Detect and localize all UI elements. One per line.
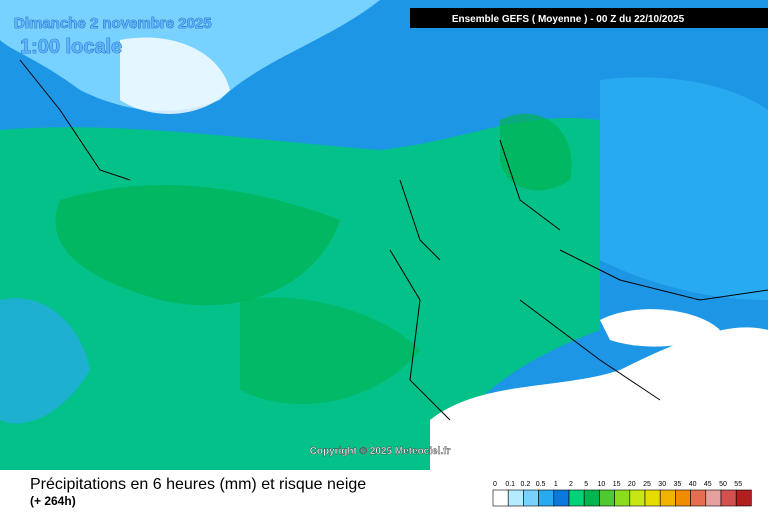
footer-title: Précipitations en 6 heures (mm) et risqu… [30,476,366,493]
model-label: Ensemble GEFS ( Moyenne ) - 00 Z du 22/1… [452,14,685,25]
legend-swatch [507,489,524,507]
legend-label: 2 [569,481,573,488]
legend-swatch [523,489,539,507]
legend-label: 10 [598,481,606,488]
legend-swatch [568,489,585,507]
legend-label: 5 [584,481,588,488]
copyright: Copyright © 2025 Meteociel.fr [310,446,451,457]
legend-swatch [659,489,676,507]
legend-swatch [629,489,646,507]
time-label: 1:00 locale [20,36,122,58]
legend-swatch [599,489,615,507]
legend-swatch [735,489,752,507]
legend: 0 0.1 0.2 0.5 1 2 5 10 15 20 25 30 35 40 45 50 55 [492,481,752,507]
legend-swatch [538,489,555,507]
model-box [410,8,768,28]
legend-label: 30 [658,481,666,488]
legend-label: 0.1 [505,481,515,488]
legend-swatch [690,489,707,507]
legend-swatch [705,489,722,507]
legend-swatch [583,489,600,507]
legend-swatch [492,489,509,507]
footer-subtitle: (+ 264h) [30,494,76,508]
legend-label: 40 [689,481,697,488]
legend-swatch [553,489,570,507]
legend-label: 1 [554,481,558,488]
legend-swatch [614,489,631,507]
legend-label: 50 [719,481,727,488]
legend-label: 55 [734,481,742,488]
date-label: Dimanche 2 novembre 2025 [14,15,212,32]
legend-label: 0.5 [536,481,546,488]
legend-swatch [675,489,691,507]
legend-label: 45 [704,481,712,488]
legend-label: 35 [674,481,682,488]
legend-swatch [720,489,737,507]
legend-label: 20 [628,481,636,488]
legend-label: 25 [643,481,651,488]
legend-label: 15 [613,481,621,488]
map [0,0,768,470]
legend-label: 0.2 [521,481,531,488]
legend-swatch [644,489,661,507]
legend-label: 0 [493,481,497,488]
